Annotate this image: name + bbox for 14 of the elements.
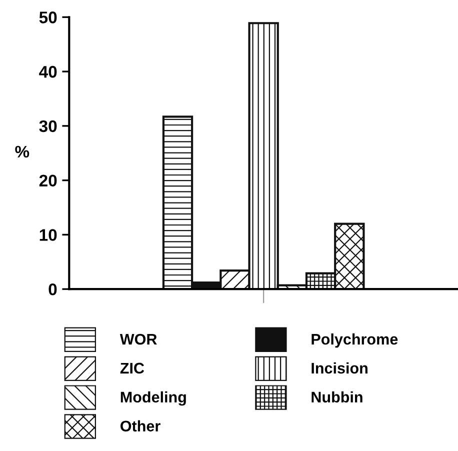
y-tick-label: 20: [39, 174, 57, 187]
y-tick-label: 50: [39, 12, 57, 24]
y-tick-label: 10: [40, 229, 57, 241]
legend-label: Modeling: [120, 391, 186, 406]
y-tick-label: 40: [39, 66, 57, 78]
y-tick-label: 30: [39, 120, 57, 132]
legend-label: Polychrome: [312, 333, 398, 348]
y-axis-title: %: [15, 146, 30, 158]
y-tick-label: 0: [48, 283, 57, 296]
legend-label: ZIC: [120, 362, 144, 374]
legend-label: WOR: [120, 334, 157, 345]
legend-label: Nubbin: [312, 391, 362, 403]
legend-label: Other: [120, 420, 160, 432]
legend-label: Incision: [312, 362, 368, 374]
